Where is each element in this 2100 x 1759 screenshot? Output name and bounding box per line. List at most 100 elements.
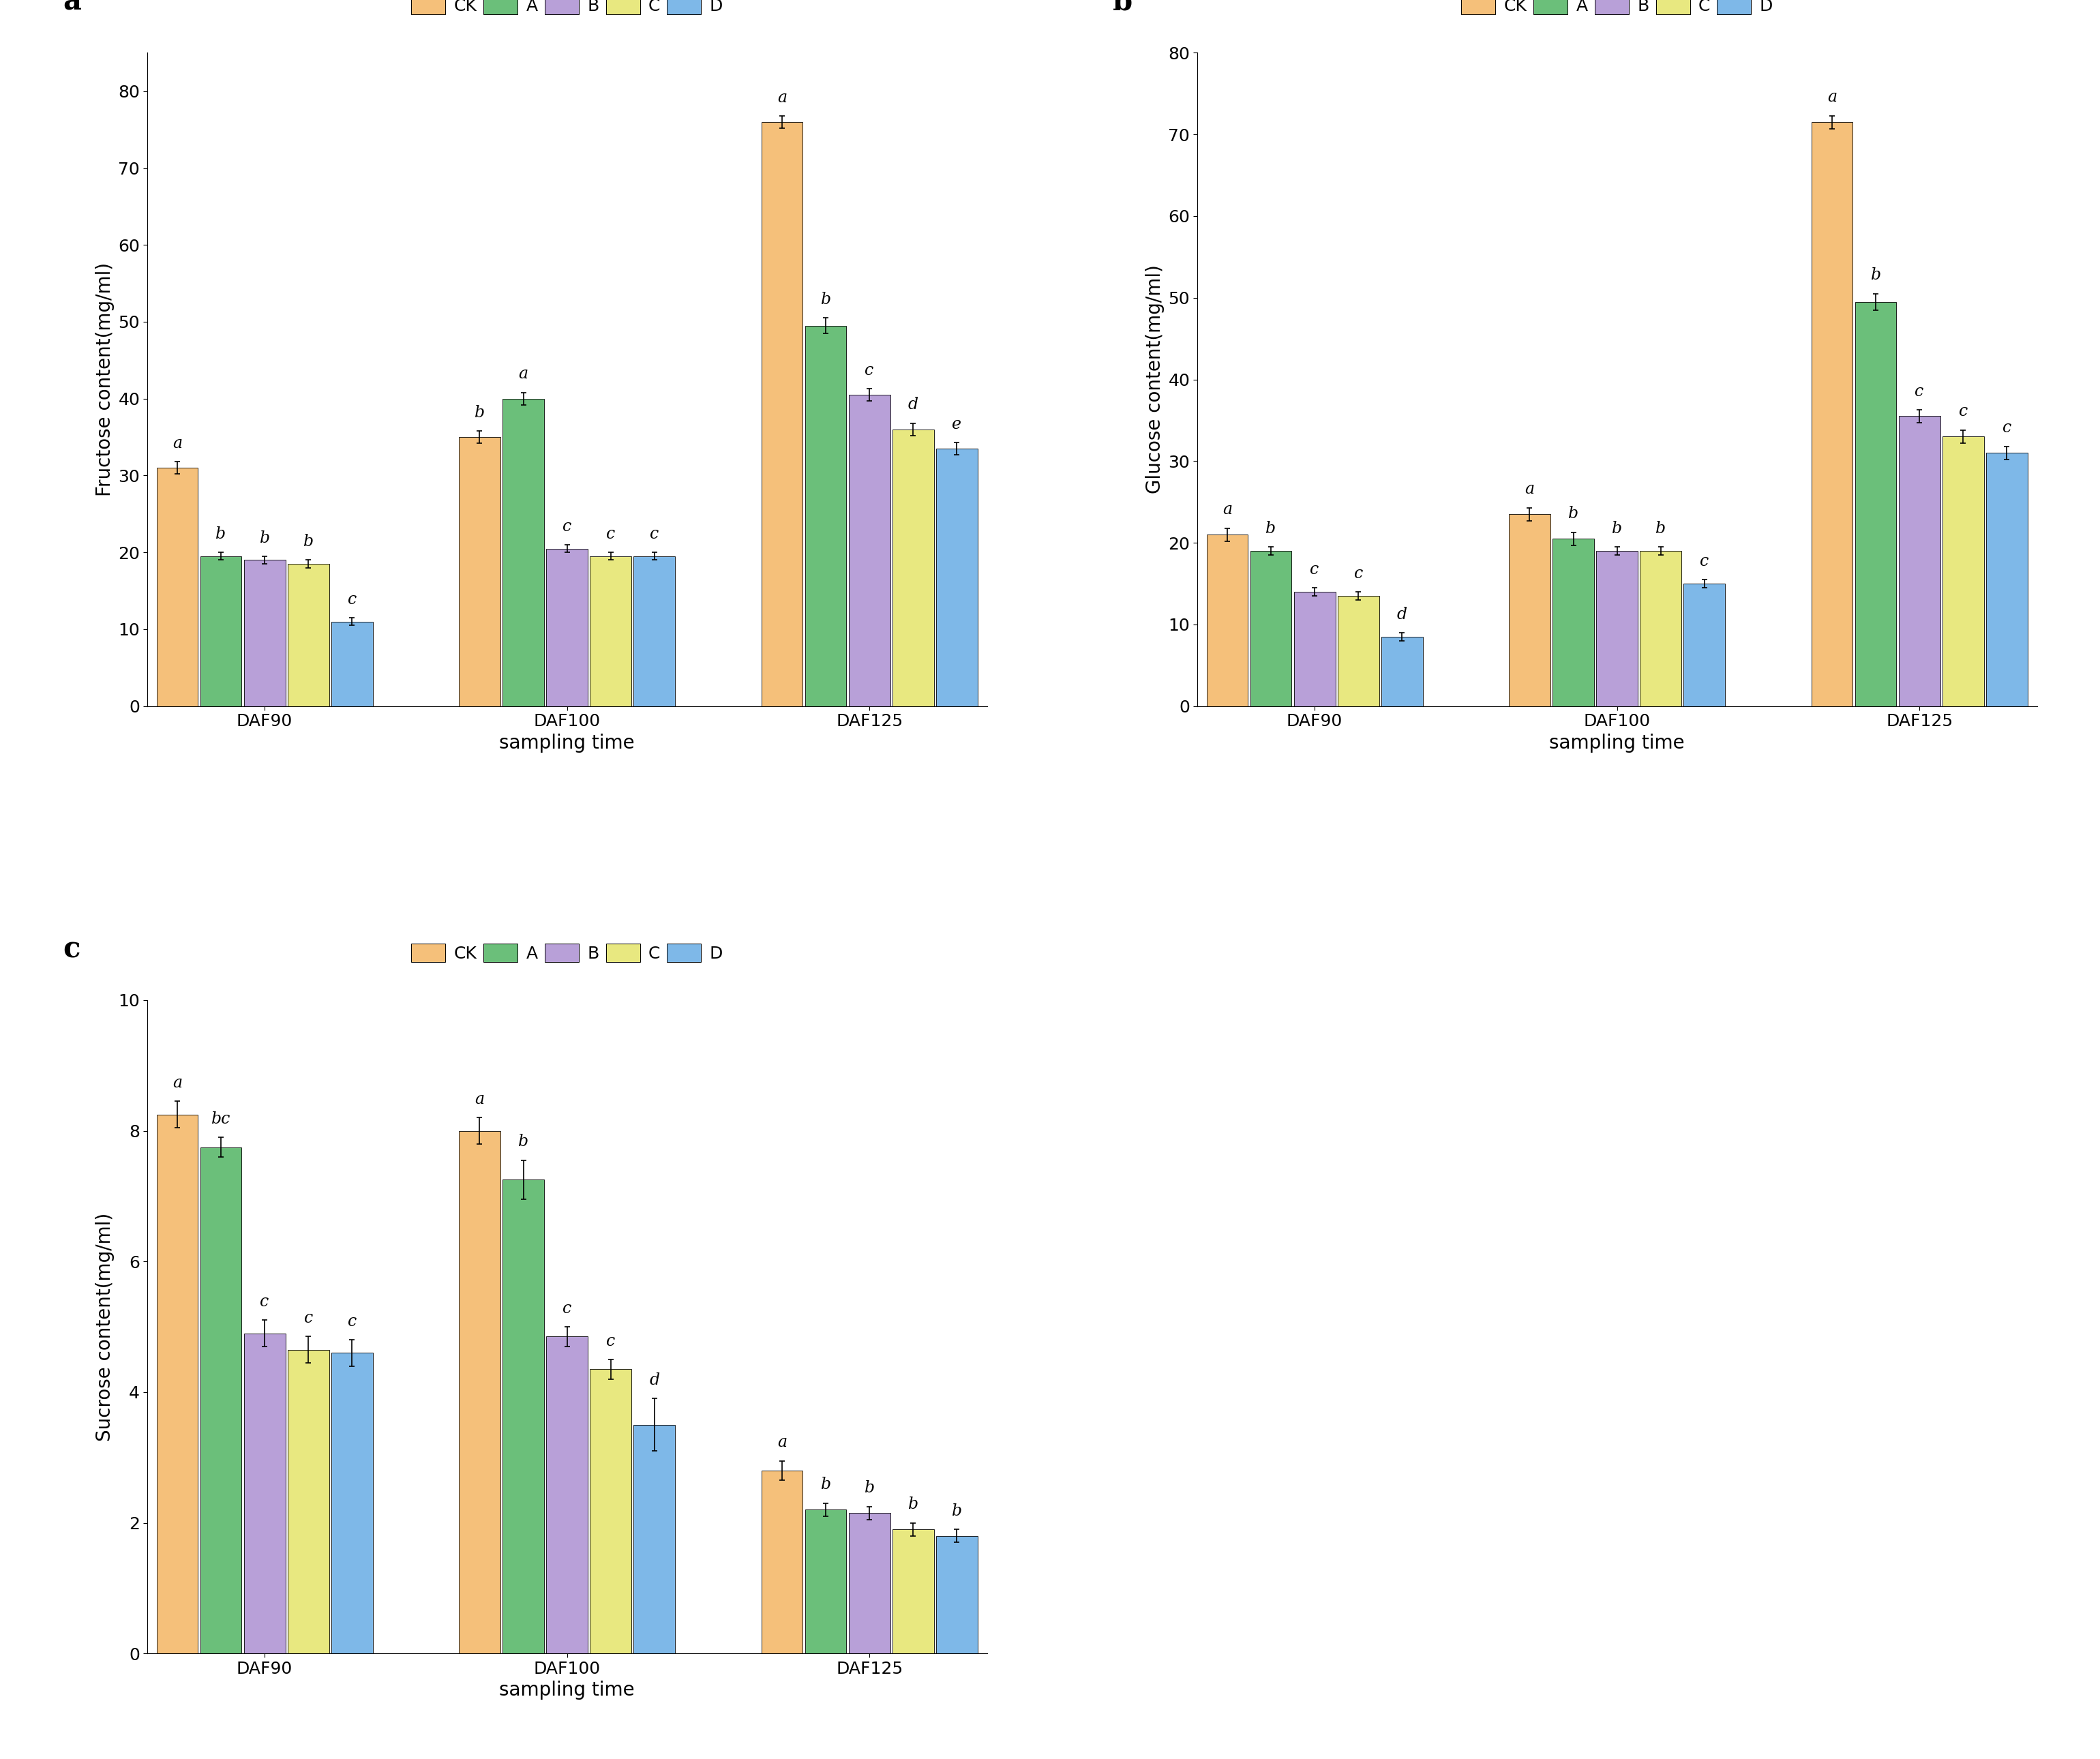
- Text: c: c: [63, 934, 80, 964]
- Text: a: a: [519, 366, 527, 382]
- Bar: [546, 1337, 588, 1653]
- X-axis label: sampling time: sampling time: [500, 734, 634, 753]
- Text: b: b: [1871, 267, 1882, 283]
- Text: a: a: [1827, 90, 1837, 106]
- Bar: [1249, 551, 1292, 705]
- Text: b: b: [519, 1135, 529, 1150]
- Bar: [460, 436, 500, 705]
- Bar: [1596, 551, 1638, 705]
- Text: c: c: [1699, 554, 1709, 570]
- Bar: [892, 429, 934, 705]
- Text: b: b: [1613, 521, 1621, 536]
- Bar: [244, 559, 286, 705]
- Text: a: a: [777, 1435, 787, 1449]
- Bar: [892, 1529, 934, 1653]
- Bar: [804, 1509, 846, 1653]
- Text: b: b: [865, 1481, 874, 1495]
- Legend: CK, A, B, C, D: CK, A, B, C, D: [412, 0, 722, 14]
- Bar: [634, 1425, 674, 1653]
- Text: c: c: [1959, 405, 1968, 420]
- Bar: [848, 1513, 890, 1653]
- Bar: [332, 621, 372, 705]
- Bar: [288, 565, 330, 705]
- Text: d: d: [907, 398, 918, 413]
- Bar: [502, 1180, 544, 1653]
- Bar: [1640, 551, 1682, 705]
- Text: b: b: [1569, 507, 1579, 522]
- Bar: [634, 556, 674, 705]
- Bar: [937, 1536, 976, 1653]
- Text: b: b: [1113, 0, 1132, 16]
- Bar: [762, 121, 802, 705]
- Text: a: a: [777, 90, 787, 106]
- Bar: [804, 325, 846, 705]
- Text: b: b: [302, 535, 313, 549]
- Bar: [1552, 538, 1594, 705]
- Bar: [1898, 417, 1940, 705]
- Bar: [590, 1369, 632, 1653]
- Bar: [1510, 514, 1550, 705]
- Bar: [1207, 535, 1247, 705]
- Text: c: c: [260, 1295, 269, 1310]
- Bar: [288, 1349, 330, 1653]
- Bar: [762, 1471, 802, 1653]
- Bar: [460, 1131, 500, 1653]
- Text: a: a: [1525, 482, 1535, 498]
- Text: c: c: [865, 362, 874, 378]
- Bar: [590, 556, 632, 705]
- Text: b: b: [475, 405, 485, 420]
- Bar: [158, 468, 197, 705]
- Text: a: a: [1222, 501, 1233, 517]
- Text: c: c: [1354, 566, 1363, 580]
- Text: b: b: [907, 1497, 918, 1513]
- Bar: [1942, 436, 1984, 705]
- Text: c: c: [563, 1300, 571, 1316]
- Text: e: e: [951, 417, 962, 433]
- Text: c: c: [1915, 383, 1924, 399]
- Bar: [502, 399, 544, 705]
- Bar: [1338, 596, 1380, 705]
- X-axis label: sampling time: sampling time: [500, 1680, 634, 1699]
- Legend: CK, A, B, C, D: CK, A, B, C, D: [1462, 0, 1772, 14]
- Text: a: a: [63, 0, 82, 16]
- Y-axis label: Sucrose content(mg/ml): Sucrose content(mg/ml): [94, 1212, 116, 1441]
- Text: c: c: [607, 1333, 615, 1349]
- Bar: [937, 449, 976, 705]
- Text: d: d: [1396, 607, 1407, 623]
- Text: c: c: [607, 526, 615, 542]
- Legend: CK, A, B, C, D: CK, A, B, C, D: [412, 943, 722, 962]
- Bar: [244, 1333, 286, 1653]
- Text: c: c: [346, 591, 357, 607]
- Y-axis label: Fructose content(mg/ml): Fructose content(mg/ml): [94, 262, 113, 496]
- Bar: [158, 1115, 197, 1653]
- Bar: [1294, 591, 1336, 705]
- Bar: [1812, 121, 1852, 705]
- Text: c: c: [1310, 561, 1319, 577]
- Text: c: c: [649, 526, 659, 542]
- Bar: [200, 556, 242, 705]
- Bar: [1854, 303, 1896, 705]
- Text: b: b: [1655, 521, 1665, 536]
- Text: c: c: [304, 1310, 313, 1326]
- Bar: [848, 394, 890, 705]
- Text: c: c: [563, 519, 571, 535]
- Text: c: c: [346, 1314, 357, 1330]
- Bar: [1987, 452, 2026, 705]
- Bar: [332, 1353, 372, 1653]
- Text: c: c: [2001, 420, 2012, 436]
- Bar: [1382, 637, 1422, 705]
- Text: b: b: [821, 292, 832, 308]
- Text: b: b: [821, 1478, 832, 1493]
- Y-axis label: Glucose content(mg/ml): Glucose content(mg/ml): [1144, 266, 1163, 494]
- Text: a: a: [475, 1092, 485, 1106]
- Text: b: b: [951, 1504, 962, 1518]
- Text: d: d: [649, 1372, 659, 1388]
- X-axis label: sampling time: sampling time: [1550, 734, 1684, 753]
- Text: a: a: [172, 436, 183, 452]
- Text: b: b: [216, 526, 227, 542]
- Bar: [546, 549, 588, 705]
- Text: bc: bc: [212, 1112, 231, 1128]
- Bar: [1684, 584, 1724, 705]
- Text: b: b: [260, 529, 269, 545]
- Text: b: b: [1266, 521, 1277, 536]
